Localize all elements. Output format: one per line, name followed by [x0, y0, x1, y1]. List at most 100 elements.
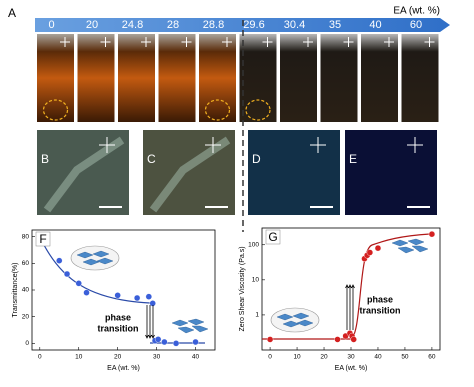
y-tick-label: 0 [25, 340, 29, 347]
data-point [75, 280, 82, 287]
y-tick-label: 10 [252, 277, 260, 284]
schematic-platelet [191, 325, 209, 333]
highlight-circle [245, 99, 271, 121]
concentration-label: 28 [167, 19, 179, 31]
data-point [334, 336, 341, 343]
panel-label: F [39, 232, 46, 246]
annotation: phase [367, 294, 393, 304]
concentration-label: 40 [369, 19, 381, 31]
vial-row: 0 20 24.8 28 28.8 29.6 30.4 35 40 60 [37, 19, 439, 122]
concentration-label: 30.4 [284, 19, 305, 31]
x-tick-label: 10 [75, 354, 83, 361]
panel-label-box [265, 229, 281, 245]
schematic-platelet [397, 246, 415, 254]
y-tick-label: 1 [255, 312, 259, 319]
annotation: transition [97, 323, 138, 333]
data-point [266, 336, 274, 343]
micrograph [248, 130, 340, 215]
data-point [145, 293, 153, 300]
x-axis-label: EA (wt. %) [107, 365, 140, 372]
vial [118, 34, 155, 122]
vial [77, 34, 115, 122]
y-tick-label: 80 [22, 233, 30, 240]
data-point [366, 249, 374, 256]
panel-label: D [252, 152, 261, 166]
y-tick-label: 40 [22, 287, 30, 294]
y-axis-label: Transmittance(%) [12, 263, 19, 318]
y-tick-label: 100 [248, 241, 259, 248]
concentration-label: 35 [329, 19, 341, 31]
schematic-platelet [76, 251, 94, 259]
axis-label: EA (wt. %) [393, 6, 440, 17]
concentration-label: 29.6 [243, 19, 264, 31]
schematic-platelet [407, 238, 425, 246]
schematic-shell [70, 245, 120, 271]
schematic-platelet [411, 245, 429, 253]
schematic-platelet [82, 258, 100, 266]
schematic-shell [270, 307, 320, 333]
arrow-head [345, 284, 349, 289]
vial [361, 34, 398, 122]
data-point [350, 336, 357, 343]
schematic-platelet [171, 319, 189, 327]
y-tick-label: 20 [22, 313, 30, 320]
x-tick-label: 40 [192, 354, 200, 361]
vial [158, 34, 196, 122]
fit-curve [262, 233, 431, 340]
panel-label: G [268, 230, 277, 244]
schematic-platelet [187, 318, 205, 326]
concentration-label: 20 [86, 19, 98, 31]
data-point [83, 289, 90, 296]
schematic-platelet [391, 239, 409, 247]
data-point [428, 230, 436, 238]
micrograph-row: B C D E [37, 130, 437, 215]
data-point [374, 244, 382, 252]
panel-label-box [35, 231, 51, 247]
x-tick-label: 20 [114, 354, 122, 361]
data-point [133, 294, 141, 302]
vial [401, 34, 439, 122]
charts: 0 10 20 30 40 0 20 40 60 80 EA (wt. %) Transmittanc… [12, 227, 441, 372]
highlight-circle [42, 99, 69, 121]
concentration-label: 0 [48, 19, 54, 31]
data-point [154, 336, 162, 343]
micrograph [345, 130, 437, 215]
highlight-circle [204, 99, 231, 121]
panel-label: C [147, 152, 156, 166]
arrow-head [351, 284, 355, 289]
arrow-head [348, 284, 352, 289]
x-tick-label: 0 [38, 354, 42, 361]
x-tick-label: 10 [293, 354, 301, 361]
panel-label: E [349, 152, 357, 166]
y-tick-label: 60 [22, 260, 30, 267]
concentration-label: 60 [410, 19, 422, 31]
schematic-platelet [282, 320, 300, 328]
vial [199, 34, 236, 122]
schematic-platelet [276, 313, 294, 321]
x-tick-label: 30 [153, 354, 161, 361]
panel-label: A [8, 6, 16, 20]
vial [37, 34, 74, 122]
y-axis-label: Zero Shear Viscosity (Pa.s) [239, 246, 246, 331]
data-point [172, 340, 180, 347]
schematic-platelet [177, 326, 195, 334]
concentration-label: 28.8 [203, 19, 224, 31]
arrow-head [145, 334, 149, 339]
x-tick-label: 50 [401, 354, 409, 361]
vial [239, 34, 277, 122]
data-point [161, 338, 168, 346]
data-point [192, 338, 199, 346]
data-point [114, 292, 121, 299]
x-tick-label: 60 [428, 354, 436, 361]
panel-label: B [41, 152, 49, 166]
data-point [56, 257, 63, 264]
schematic-platelet [296, 319, 314, 327]
vial [280, 34, 317, 122]
arrow-head [151, 334, 155, 339]
schematic-platelet [92, 250, 110, 258]
vial [320, 34, 358, 122]
schematic-platelet [292, 312, 310, 320]
concentration-label: 24.8 [122, 19, 143, 31]
arrow-head [148, 334, 152, 339]
